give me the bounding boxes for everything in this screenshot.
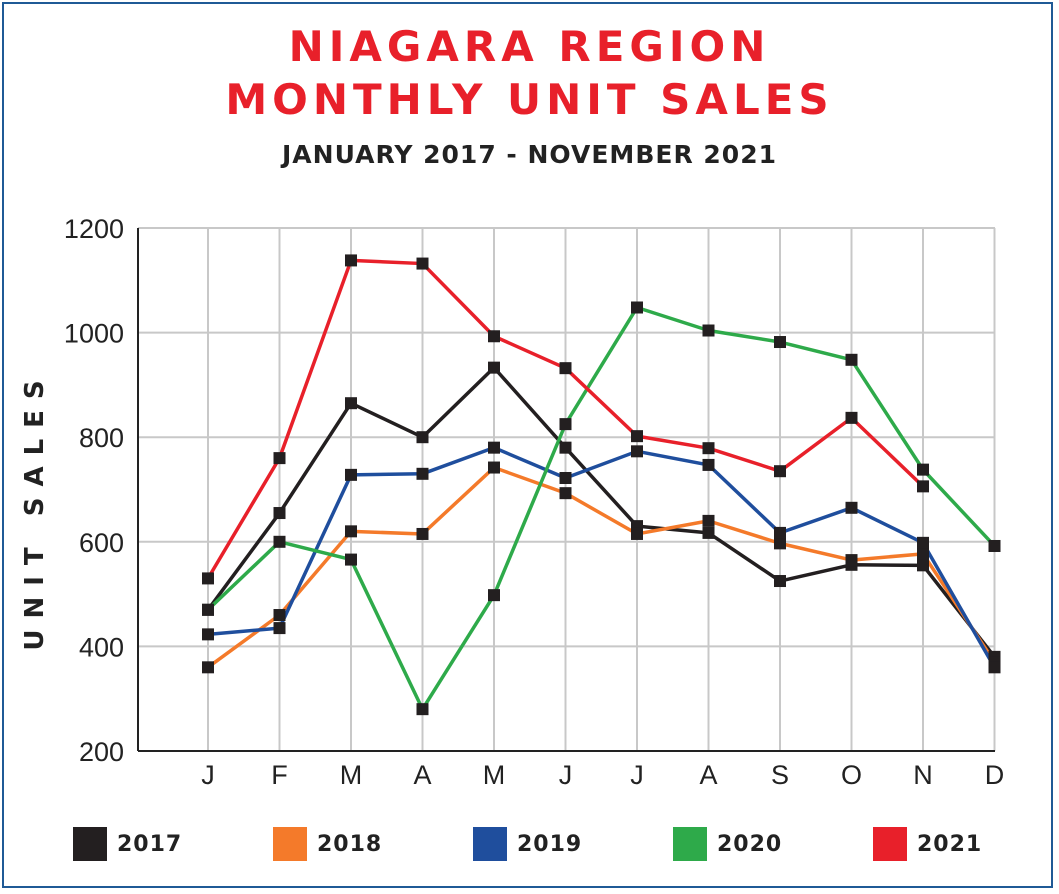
legend: 2017 2018 2019 2020 2021 [0,826,1059,866]
legend-item-2019: 2019 [473,826,582,862]
data-point-2020 [631,301,643,314]
legend-label: 2019 [517,831,583,857]
data-point-2018 [416,527,429,540]
data-point-2019 [774,526,786,539]
series-line-2020 [206,305,996,711]
legend-label: 2017 [117,831,183,857]
data-point-2018 [631,527,643,540]
data-point-2020 [702,324,715,337]
data-point-2019 [202,628,214,641]
x-tick-label: A [413,760,431,790]
data-point-2020 [202,603,214,616]
data-point-2017 [774,575,786,588]
data-point-2018 [273,609,286,622]
legend-item-2018: 2018 [273,826,382,862]
data-point-2017 [416,431,429,444]
x-tick-label: J [630,760,644,790]
data-point-2019 [345,468,357,481]
data-point-2020 [488,589,500,602]
data-point-2019 [273,622,286,635]
legend-label: 2021 [917,831,983,857]
data-point-2021 [774,465,786,478]
data-point-2018 [845,554,858,567]
legend-swatch [73,827,107,861]
x-tick-label: J [201,760,215,790]
y-tick-label: 200 [79,737,124,767]
x-tick-label: M [483,760,506,790]
data-point-2020 [559,418,572,431]
x-tick-label: J [559,760,573,790]
legend-label: 2020 [717,831,783,857]
data-point-2019 [845,501,858,514]
legend-label: 2018 [317,831,383,857]
data-point-2018 [488,461,500,474]
data-point-2017 [917,559,929,572]
x-tick-label: M [340,760,363,790]
x-tick-label: A [699,760,717,790]
data-point-2019 [702,458,715,471]
data-point-2021 [345,254,357,267]
x-tick-label: S [771,760,789,790]
data-point-2020 [988,539,1001,552]
data-point-2018 [559,487,572,500]
y-tick-label: 1200 [64,214,124,244]
data-point-2019 [488,441,500,454]
data-point-2021 [917,480,929,493]
data-point-2019 [559,471,572,484]
data-point-2020 [845,353,858,366]
legend-item-2021: 2021 [873,826,982,862]
legend-swatch [873,827,907,861]
legend-swatch [273,827,307,861]
data-point-2020 [345,553,357,566]
data-point-2018 [345,525,357,538]
data-point-2021 [631,430,643,443]
legend-swatch [673,827,707,861]
data-point-2019 [416,467,429,480]
x-tick-label: D [985,760,1005,790]
data-point-2018 [202,661,214,674]
data-point-2017 [488,361,500,374]
data-point-2020 [273,535,286,548]
legend-swatch [473,827,507,861]
data-point-2019 [917,536,929,549]
data-point-2017 [273,507,286,520]
x-tick-label: F [271,760,288,790]
data-point-2019 [988,661,1001,674]
data-point-2021 [273,452,286,465]
x-tick-label: O [841,760,862,790]
data-point-2017 [345,397,357,410]
data-point-2018 [917,547,929,560]
chart-subtitle: JANUARY 2017 - NOVEMBER 2021 [282,140,777,169]
data-point-2021 [488,330,500,343]
data-point-2020 [774,336,786,349]
data-point-2019 [631,445,643,458]
series-line-2017 [206,365,996,658]
data-point-2018 [774,537,786,550]
legend-item-2017: 2017 [73,826,182,862]
x-tick-label: N [913,760,933,790]
data-point-2018 [702,514,715,527]
data-point-2017 [559,441,572,454]
data-point-2021 [202,572,214,585]
y-tick-label: 400 [79,632,124,662]
y-tick-label: 600 [79,528,124,558]
series-line-2018 [206,465,996,669]
data-point-2021 [416,257,429,270]
data-point-2021 [559,362,572,375]
y-tick-label: 1000 [64,319,124,349]
data-point-2020 [917,463,929,476]
legend-item-2020: 2020 [673,826,782,862]
series-line-2019 [207,445,997,669]
y-tick-label: 800 [79,423,124,453]
data-point-2021 [702,442,715,455]
chart-title-line1: NIAGARA REGION [288,22,771,71]
data-point-2020 [416,703,429,716]
data-point-2021 [845,411,858,424]
chart-title-line2: MONTHLY UNIT SALES [225,75,834,124]
data-point-2017 [702,526,715,539]
